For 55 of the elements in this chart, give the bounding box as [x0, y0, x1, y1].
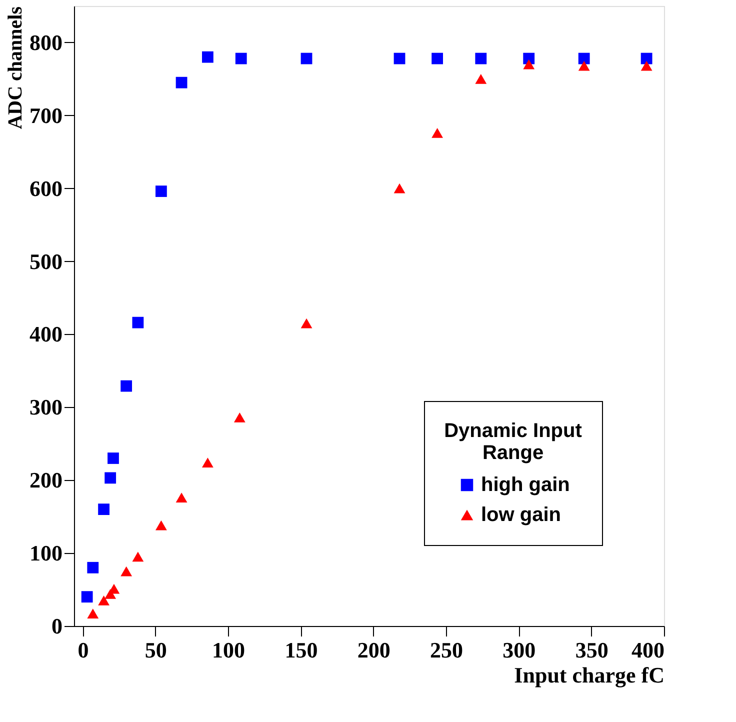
x-tick-label: 400 — [632, 638, 664, 662]
y-tick-label: 800 — [30, 30, 62, 55]
point — [640, 60, 652, 71]
y-axis-title: ADC channels — [4, 6, 26, 130]
x-tick-label: 250 — [430, 638, 464, 662]
point — [176, 492, 188, 503]
x-tick-label: 350 — [575, 638, 608, 662]
x-tick-label: 150 — [284, 638, 318, 662]
y-tick-label: 600 — [30, 176, 62, 201]
point — [432, 52, 443, 64]
point — [523, 59, 535, 70]
legend-label: high gain — [481, 474, 570, 496]
point — [235, 52, 247, 64]
point — [108, 452, 119, 464]
point — [202, 458, 214, 468]
x-tick-label: 300 — [502, 638, 536, 662]
point — [640, 52, 652, 64]
point — [475, 52, 487, 64]
point — [394, 52, 406, 64]
point — [432, 128, 443, 138]
point — [120, 380, 132, 392]
point — [300, 52, 312, 64]
y-tick-label: 500 — [30, 248, 62, 274]
point — [98, 596, 110, 606]
point — [132, 552, 144, 562]
point — [394, 183, 406, 194]
point — [155, 186, 167, 197]
point — [87, 562, 99, 574]
x-tick-label: 0 — [78, 638, 89, 662]
point — [155, 520, 167, 530]
point — [98, 504, 110, 515]
x-tick-label: 200 — [357, 638, 390, 662]
point — [81, 591, 93, 603]
point — [132, 316, 144, 328]
legend-label: low gain — [481, 504, 561, 526]
y-tick-label: 100 — [30, 540, 62, 566]
point — [578, 52, 590, 64]
y-tick-label: 300 — [30, 394, 62, 420]
point — [578, 60, 590, 71]
point — [120, 566, 132, 576]
point — [475, 74, 487, 84]
point — [176, 76, 188, 88]
point — [300, 318, 312, 328]
point — [104, 472, 116, 484]
y-tick-label: 200 — [30, 468, 62, 493]
y-tick-label: 400 — [30, 322, 62, 347]
y-tick-label: 0 — [52, 614, 62, 638]
y-tick-label: 700 — [30, 102, 62, 128]
point — [234, 412, 246, 422]
legend-title: Dynamic Input Range — [444, 420, 582, 464]
x-axis-title: Input charge fC — [514, 662, 664, 688]
x-tick-label: 100 — [212, 638, 246, 662]
point — [202, 51, 214, 63]
x-tick-label: 50 — [144, 638, 167, 662]
point — [87, 608, 99, 619]
